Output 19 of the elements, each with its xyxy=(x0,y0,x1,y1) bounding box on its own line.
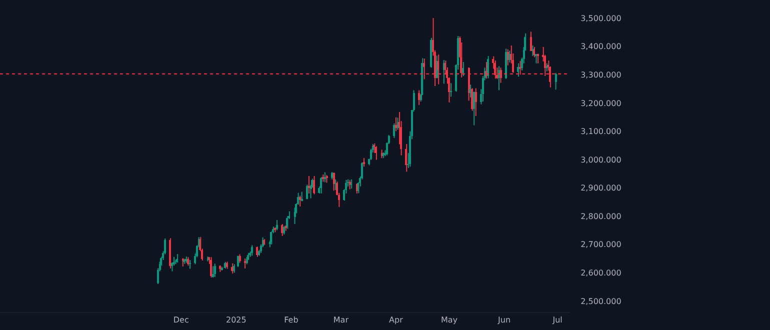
x-tick-label: Jun xyxy=(497,316,511,325)
y-tick-label: 2,500.000 xyxy=(580,296,622,306)
x-tick-label: Jul xyxy=(552,316,562,325)
y-tick-label: 2,800.000 xyxy=(580,212,622,221)
y-tick-label: 3,000.000 xyxy=(580,155,622,164)
x-tick-label: Feb xyxy=(284,316,298,325)
x-tick-label: Apr xyxy=(389,316,404,325)
x-tick-label: May xyxy=(440,316,458,325)
x-tick-label: Dec xyxy=(173,316,189,325)
x-tick-label: Mar xyxy=(333,316,350,325)
y-tick-label: 2,900.000 xyxy=(580,184,622,193)
y-tick-label: 3,400.000 xyxy=(580,42,622,52)
y-tick-label: 3,200.000 xyxy=(580,98,622,108)
y-tick-label: 3,100.000 xyxy=(580,127,622,136)
x-tick-label: 2025 xyxy=(226,316,246,325)
y-tick-label: 3,500.000 xyxy=(580,14,622,23)
y-tick-label: 2,600.000 xyxy=(580,268,622,278)
y-tick-label: 3,300.000 xyxy=(580,70,622,80)
y-tick-label: 2,700.000 xyxy=(580,240,622,250)
